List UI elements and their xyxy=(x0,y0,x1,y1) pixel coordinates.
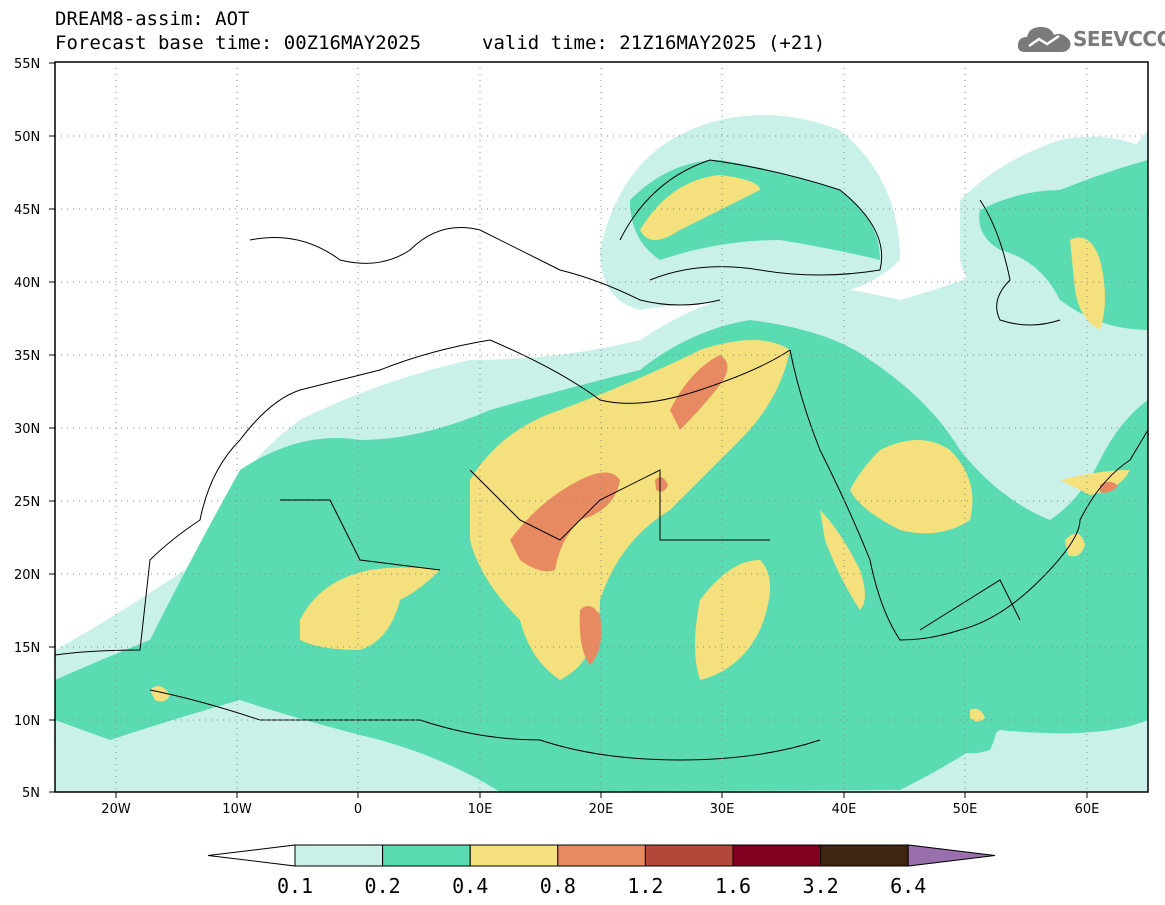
tick-marks xyxy=(49,62,1088,798)
colorbar-swatch xyxy=(469,844,559,867)
aot-level-0.4 xyxy=(150,175,1130,722)
colorbar-swatches xyxy=(207,844,996,867)
colorbar-label: 0.1 xyxy=(277,874,313,898)
grid-lines xyxy=(55,62,1148,792)
lon-label: 20W xyxy=(101,802,131,817)
lat-label: 30N xyxy=(14,422,40,437)
forecast-base-time: Forecast base time: 00Z16MAY2025 xyxy=(55,32,422,54)
lat-label: 45N xyxy=(14,203,40,218)
colorbar-swatch xyxy=(820,844,909,867)
lat-label: 20N xyxy=(14,568,40,583)
lon-label: 50E xyxy=(953,802,978,817)
colorbar-label: 6.4 xyxy=(890,874,926,898)
lon-label: 30E xyxy=(710,802,735,817)
colorbar-swatch xyxy=(294,844,384,867)
lon-label: 40E xyxy=(832,802,857,817)
lat-label: 5N xyxy=(22,786,40,801)
lon-label: 10E xyxy=(468,802,493,817)
colorbar-swatch xyxy=(644,844,734,867)
colorbar-swatch xyxy=(382,844,471,867)
map-title: DREAM8-assim: AOT xyxy=(55,8,250,30)
colorbar-label: 1.2 xyxy=(627,874,663,898)
colorbar-label: 0.2 xyxy=(365,874,401,898)
lat-label: 25N xyxy=(14,495,40,510)
colorbar-swatch xyxy=(732,844,822,867)
colorbar-label: 0.4 xyxy=(452,874,488,898)
seevccc-logo: SEEVCCC xyxy=(1017,22,1165,56)
lat-label: 55N xyxy=(14,57,40,72)
cloud-icon xyxy=(1017,27,1071,52)
lon-label: 60E xyxy=(1075,802,1100,817)
longitude-labels: 20W 10W 0 10E 20E 30E 40E 50E 60E xyxy=(101,802,1099,817)
lon-label: 10W xyxy=(222,802,252,817)
colorbar-label: 1.6 xyxy=(715,874,751,898)
lon-label: 20E xyxy=(589,802,614,817)
lat-label: 50N xyxy=(14,130,40,145)
latitude-labels: 55N 50N 45N 40N 35N 30N 25N 20N 15N 10N … xyxy=(14,57,40,801)
lat-label: 15N xyxy=(14,641,40,656)
aot-field xyxy=(55,115,1148,792)
colorbar-max-arrow xyxy=(907,844,996,867)
aot-level-0.8 xyxy=(510,355,1118,665)
lon-label: 0 xyxy=(354,802,362,817)
lat-label: 35N xyxy=(14,349,40,364)
colorbar-min-arrow xyxy=(207,844,296,867)
lat-label: 10N xyxy=(14,714,40,729)
colorbar-swatch xyxy=(557,844,646,867)
lat-label: 40N xyxy=(14,276,40,291)
colorbar-labels: 0.1 0.2 0.4 0.8 1.2 1.6 3.2 6.4 xyxy=(277,874,926,898)
colorbar-label: 3.2 xyxy=(803,874,839,898)
valid-time: valid time: 21Z16MAY2025 (+21) xyxy=(482,32,826,54)
colorbar-label: 0.8 xyxy=(540,874,576,898)
logo-text: SEEVCCC xyxy=(1073,27,1165,51)
